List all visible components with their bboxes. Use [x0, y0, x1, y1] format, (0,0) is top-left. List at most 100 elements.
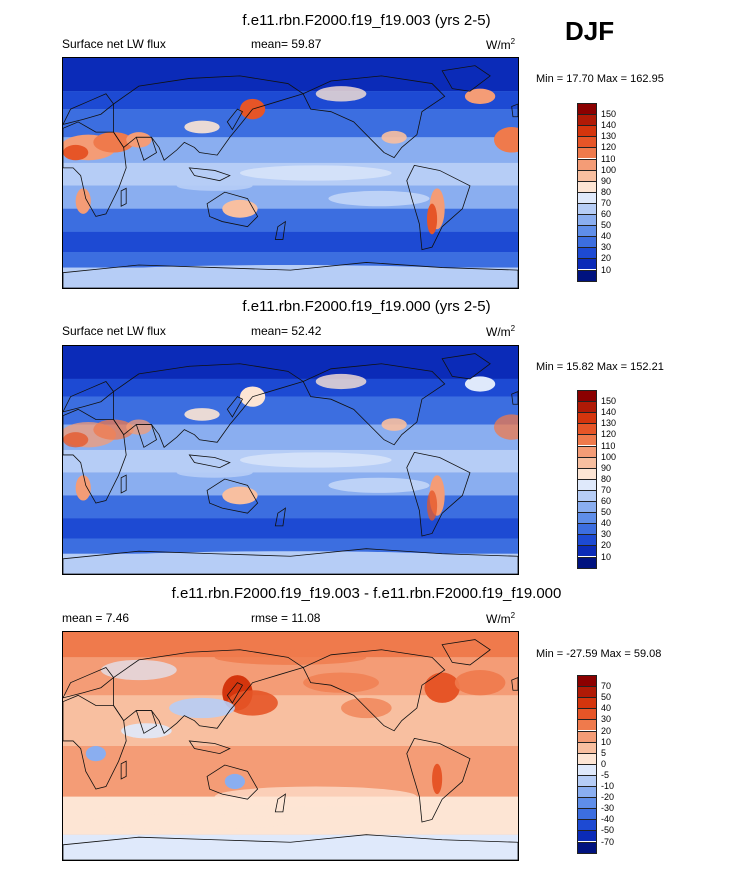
colorbar-tick-label: -30 — [601, 803, 615, 814]
field-blob — [303, 672, 379, 693]
field-band — [63, 518, 518, 539]
colorbar-tick-label: 5 — [601, 747, 607, 758]
colorbar-tick-label: 140 — [601, 120, 617, 131]
field-blob — [214, 786, 417, 807]
colorbar-tick-label: 50 — [601, 220, 612, 231]
colorbar-tick-label: 120 — [601, 142, 617, 153]
field-blob — [493, 127, 518, 153]
coastline — [63, 122, 126, 217]
coastline — [207, 479, 258, 513]
field-blob — [222, 486, 258, 505]
field-band — [63, 378, 518, 397]
panel-2-variable-label: Surface net LW flux — [62, 324, 166, 338]
coastline — [63, 667, 114, 697]
coastline — [512, 104, 518, 117]
coastline — [275, 222, 285, 240]
colorbar-tick-label: 10 — [601, 736, 612, 747]
colorbar-tick-label: 80 — [601, 473, 612, 484]
colorbar-tick-label: 70 — [601, 484, 612, 495]
colorbar-tick-label: 130 — [601, 131, 617, 142]
panel-2-map — [62, 345, 519, 575]
coastline — [121, 188, 126, 206]
field-blob — [493, 414, 518, 440]
coastline — [63, 549, 518, 574]
field-blob — [63, 144, 89, 161]
coastline — [63, 409, 126, 503]
coastline — [189, 168, 229, 181]
colorbar-tick-label: 100 — [601, 164, 617, 175]
panel-1-mean: mean= 59.87 — [251, 37, 322, 51]
coastline — [275, 508, 285, 526]
field-blob — [100, 659, 177, 681]
field-blob — [427, 203, 438, 235]
colorbar-tick-label: -20 — [601, 792, 615, 803]
field-band — [63, 91, 518, 110]
colorbar-tick-label: 90 — [601, 462, 612, 473]
coastline — [121, 475, 126, 493]
colorbar-tick-label: 20 — [601, 253, 612, 264]
colorbar-tick-label: 150 — [601, 109, 617, 120]
coastline — [207, 192, 258, 227]
field-blob — [328, 190, 430, 207]
colorbar-tick-label: 100 — [601, 451, 617, 462]
coastline — [136, 425, 156, 448]
field-band — [63, 472, 518, 496]
colorbar-tick-label: 110 — [601, 440, 616, 451]
field-blob — [315, 373, 367, 390]
field-blob — [222, 199, 258, 218]
coastline — [63, 262, 518, 288]
panel-1-variable-label: Surface net LW flux — [62, 37, 166, 51]
colorbar-frame — [577, 675, 597, 854]
coastline — [442, 354, 490, 379]
colorbar-tick-label: 130 — [601, 418, 617, 429]
field-blob — [75, 188, 91, 214]
colorbar-tick-label: 50 — [601, 692, 612, 703]
field-blob — [88, 814, 291, 830]
colorbar-tick-label: 60 — [601, 209, 612, 219]
field-blob — [381, 418, 407, 431]
panel-1-map — [62, 57, 519, 289]
panel-3-units: W/m2 — [486, 611, 516, 626]
field-band — [63, 58, 518, 92]
field-blob — [432, 763, 443, 795]
field-blob — [315, 86, 367, 102]
colorbar-tick-label: 70 — [601, 681, 612, 692]
panel-2-title: f.e11.rbn.F2000.f19_f19.000 (yrs 2-5) — [242, 298, 491, 315]
field-blob — [454, 670, 506, 696]
coastline — [136, 137, 156, 160]
field-blob — [63, 432, 89, 448]
field-blob — [126, 132, 152, 148]
field-band — [63, 834, 518, 860]
colorbar-tick-label: -40 — [601, 814, 615, 825]
colorbar-tick-label: -70 — [601, 836, 615, 847]
panel-3-minmax: Min = -27.59 Max = 59.08 — [536, 648, 662, 660]
field-band — [63, 185, 518, 209]
field-blob — [424, 672, 460, 703]
coastline — [189, 741, 229, 754]
panel-1-title: f.e11.rbn.F2000.f19_f19.003 (yrs 2-5) — [242, 12, 491, 29]
coastline — [63, 695, 126, 789]
field-blob — [169, 697, 235, 719]
field-blob — [381, 130, 407, 144]
colorbar-tick-label: 20 — [601, 725, 612, 736]
colorbar-tick-label: 110 — [601, 153, 616, 164]
panel-2-minmax: Min = 15.82 Max = 152.21 — [536, 361, 664, 373]
field-blob — [126, 419, 152, 435]
colorbar-tick-label: 30 — [601, 714, 612, 725]
field-blob — [184, 120, 220, 134]
coastline — [63, 381, 114, 411]
field-blob — [121, 723, 172, 739]
colorbar-tick-label: 30 — [601, 529, 612, 540]
panel-3-rmse: rmse = 11.08 — [251, 611, 321, 625]
coastline — [121, 761, 126, 779]
field-blob — [75, 475, 91, 501]
coastline — [63, 835, 518, 860]
coastline — [227, 109, 242, 129]
field-blob — [214, 649, 367, 665]
field-band — [63, 538, 518, 554]
field-blob — [328, 477, 430, 493]
coastline — [227, 683, 242, 703]
panel-2-units: W/m2 — [486, 324, 516, 339]
field-blob — [176, 180, 253, 191]
coastline — [275, 794, 285, 812]
